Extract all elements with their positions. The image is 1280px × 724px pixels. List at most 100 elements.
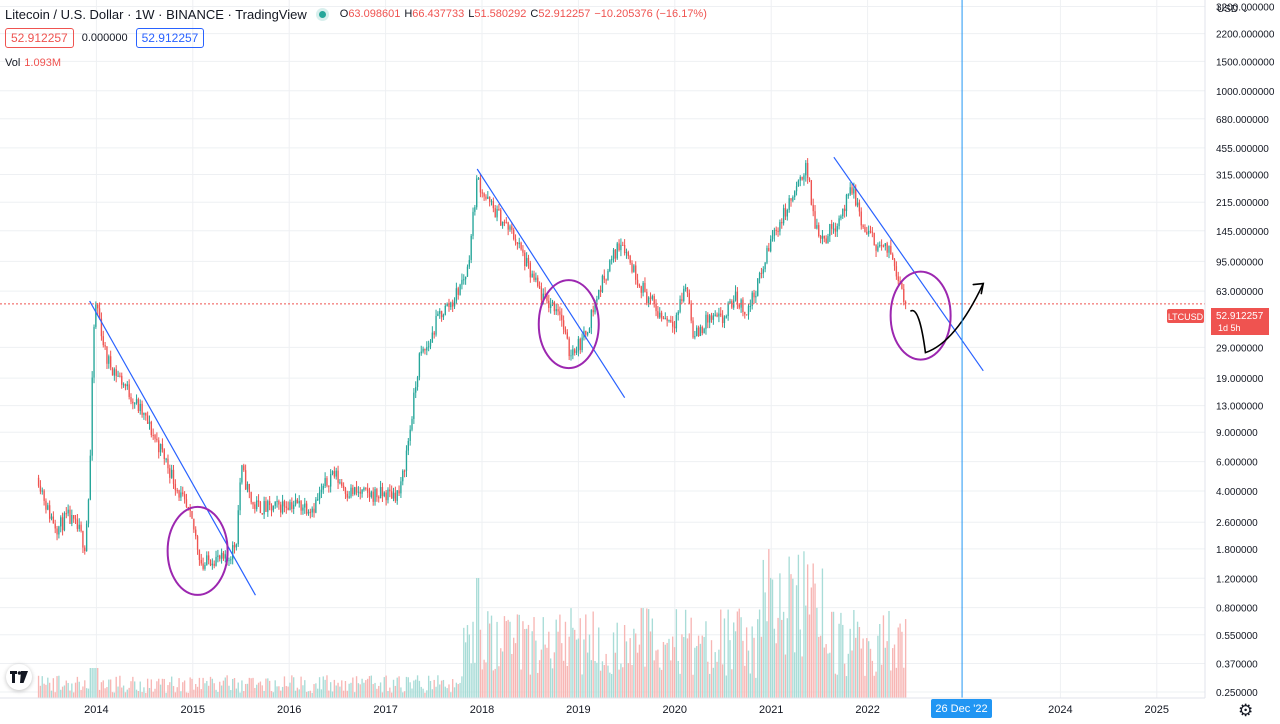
drawings[interactable]: [89, 156, 985, 596]
candle-body: [784, 208, 787, 217]
volume-bar: [897, 627, 899, 698]
volume-bar: [365, 680, 367, 698]
sell-price-button[interactable]: 52.912257: [5, 28, 74, 48]
candle-body: [831, 224, 833, 229]
candle-body: [738, 304, 740, 308]
candle-body: [391, 491, 393, 499]
volume-bar: [309, 690, 312, 698]
gear-icon[interactable]: ⚙: [1238, 701, 1254, 720]
volume-bar: [300, 676, 302, 698]
candle-body: [479, 178, 482, 193]
candle-body: [727, 303, 729, 317]
volume-bar: [537, 672, 539, 698]
volume-legend[interactable]: Vol 1.093M: [5, 57, 61, 69]
price-candles: [37, 158, 907, 571]
time-tick-label: 2022: [855, 704, 879, 716]
volume-bar: [500, 648, 502, 698]
volume-bar: [492, 670, 495, 698]
volume-bar: [540, 649, 543, 698]
volume-bar: [187, 692, 189, 698]
candle-body: [792, 197, 794, 201]
volume-bar: [864, 675, 866, 698]
volume-bar: [686, 638, 689, 698]
volume-bar: [280, 690, 282, 698]
volume-bar: [723, 618, 726, 698]
candle-body: [95, 304, 97, 327]
candle-body: [755, 295, 757, 298]
candle-body: [538, 286, 541, 289]
candle-body: [189, 508, 191, 512]
candle-body: [825, 238, 827, 243]
price-axis-bg[interactable]: [1205, 0, 1280, 698]
candle-body: [47, 505, 49, 510]
candle-body: [880, 244, 883, 246]
market-status-icon[interactable]: [318, 10, 326, 18]
volume-bar: [361, 678, 363, 698]
high-key: H: [404, 8, 413, 20]
candle-body: [553, 302, 556, 312]
volume-bar: [688, 633, 691, 698]
candle-body: [559, 311, 561, 315]
volume-bar: [202, 677, 204, 698]
volume-bar: [666, 642, 668, 698]
candle-body: [361, 489, 363, 494]
volume-bar: [757, 619, 759, 698]
candle-body: [268, 501, 271, 505]
volume-bar: [122, 685, 125, 698]
volume-bar: [374, 682, 376, 698]
candle-body: [488, 196, 491, 202]
volume-bar: [653, 660, 655, 698]
candle-body: [69, 509, 71, 524]
candle-body: [492, 201, 495, 209]
volume-bar: [287, 686, 289, 698]
candle-body: [270, 504, 273, 511]
candle-body: [97, 304, 99, 309]
symbol-title[interactable]: Litecoin / U.S. Dollar · 1W · BINANCE · …: [5, 6, 307, 22]
candle-body: [524, 252, 526, 267]
volume-bar: [893, 644, 896, 698]
candle-body: [48, 505, 51, 519]
volume-bar: [95, 668, 97, 698]
candle-body: [392, 492, 395, 499]
candle-body: [779, 222, 781, 232]
candle-body: [599, 289, 602, 292]
tradingview-logo-icon[interactable]: [6, 664, 32, 690]
candle-body: [287, 507, 289, 510]
candle-body: [426, 347, 428, 351]
candle-body: [211, 563, 214, 566]
candle-body: [180, 492, 182, 498]
volume-bar: [418, 680, 421, 698]
volume-bar: [773, 628, 776, 698]
candle-body: [562, 320, 565, 330]
candle-body: [771, 235, 774, 240]
candle-body: [463, 279, 465, 281]
candle-body: [207, 555, 210, 561]
candle-body: [777, 230, 779, 232]
volume-bar: [398, 676, 400, 698]
volume-bar: [135, 689, 138, 698]
volume-bar: [522, 621, 524, 698]
price-tick-label: 9.000000: [1216, 428, 1258, 439]
volume-bar: [124, 692, 127, 698]
volume-bar: [37, 675, 40, 698]
volume-bar: [603, 665, 605, 698]
candle-body: [520, 242, 522, 250]
volume-bar: [555, 619, 557, 698]
volume-bar: [400, 687, 402, 698]
volume-bar: [48, 682, 51, 698]
candle-body: [283, 501, 286, 507]
candle-body: [851, 187, 853, 194]
volume-bar: [559, 614, 561, 698]
candle-body: [204, 564, 206, 569]
volume-bar: [744, 665, 746, 698]
buy-price-button[interactable]: 52.912257: [135, 28, 205, 48]
candle-body: [895, 266, 898, 277]
volume-bar: [39, 685, 42, 698]
candle-body: [808, 177, 811, 181]
time-axis-bg[interactable]: [0, 698, 1280, 724]
volume-bar: [270, 691, 273, 698]
currency-select[interactable]: USD ⌄: [1217, 4, 1249, 15]
candle-body: [246, 483, 249, 490]
candle-body: [67, 509, 69, 514]
